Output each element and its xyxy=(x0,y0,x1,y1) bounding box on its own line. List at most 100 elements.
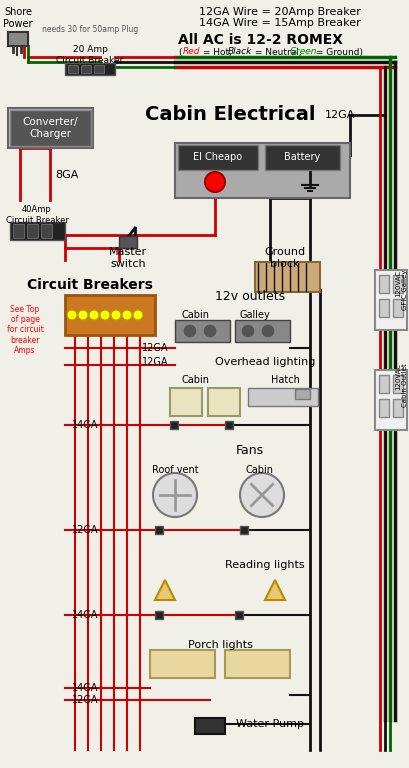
Text: 14GA Wire = 15Amp Breaker: 14GA Wire = 15Amp Breaker xyxy=(199,18,361,28)
FancyBboxPatch shape xyxy=(235,611,243,619)
FancyBboxPatch shape xyxy=(379,399,389,417)
FancyBboxPatch shape xyxy=(393,399,403,417)
FancyBboxPatch shape xyxy=(10,110,91,146)
Circle shape xyxy=(205,172,225,192)
Circle shape xyxy=(240,473,284,517)
FancyBboxPatch shape xyxy=(8,108,93,148)
Text: 8GA: 8GA xyxy=(55,170,79,180)
Text: needs 30 for 50amp Plug: needs 30 for 50amp Plug xyxy=(42,25,138,35)
FancyBboxPatch shape xyxy=(170,421,178,429)
FancyBboxPatch shape xyxy=(170,388,202,416)
Polygon shape xyxy=(265,580,285,600)
Circle shape xyxy=(153,473,197,517)
Circle shape xyxy=(261,324,275,338)
Text: 14GA: 14GA xyxy=(72,420,98,430)
FancyBboxPatch shape xyxy=(10,222,65,240)
Circle shape xyxy=(183,324,197,338)
FancyBboxPatch shape xyxy=(178,145,258,170)
FancyBboxPatch shape xyxy=(393,375,403,393)
Text: 12GA: 12GA xyxy=(72,695,98,705)
Circle shape xyxy=(111,310,121,320)
Text: 12GA Wire = 20Amp Breaker: 12GA Wire = 20Amp Breaker xyxy=(199,7,361,17)
FancyBboxPatch shape xyxy=(65,295,155,335)
Circle shape xyxy=(67,310,77,320)
FancyBboxPatch shape xyxy=(379,299,389,317)
Text: = Hot,: = Hot, xyxy=(200,48,235,57)
Text: Porch lights: Porch lights xyxy=(188,640,252,650)
FancyBboxPatch shape xyxy=(255,262,320,292)
Text: Cabin: Cabin xyxy=(181,375,209,385)
Text: 12GA: 12GA xyxy=(325,110,355,120)
Text: Red: Red xyxy=(183,48,200,57)
FancyBboxPatch shape xyxy=(379,275,389,293)
FancyBboxPatch shape xyxy=(155,611,163,619)
Text: Roof vent: Roof vent xyxy=(152,465,198,475)
Text: Hatch: Hatch xyxy=(271,375,299,385)
FancyBboxPatch shape xyxy=(195,718,225,734)
Text: Ground
block: Ground block xyxy=(265,247,306,269)
Text: = Ground): = Ground) xyxy=(313,48,363,57)
FancyBboxPatch shape xyxy=(375,270,407,330)
FancyBboxPatch shape xyxy=(94,65,104,73)
FancyBboxPatch shape xyxy=(393,299,403,317)
Circle shape xyxy=(78,310,88,320)
FancyBboxPatch shape xyxy=(225,650,290,678)
FancyBboxPatch shape xyxy=(225,421,233,429)
Circle shape xyxy=(122,310,132,320)
Text: 12GA: 12GA xyxy=(72,525,98,535)
Text: 14GA: 14GA xyxy=(72,683,98,693)
FancyBboxPatch shape xyxy=(119,236,137,248)
Text: Fans: Fans xyxy=(236,443,264,456)
Text: Master
switch: Master switch xyxy=(109,247,147,269)
Text: Reading lights: Reading lights xyxy=(225,560,305,570)
Text: Shore
Power: Shore Power xyxy=(3,7,33,28)
Circle shape xyxy=(100,310,110,320)
Text: 120VAC
Cabin Outlet: 120VAC Cabin Outlet xyxy=(395,363,408,407)
Text: 12GA: 12GA xyxy=(142,357,168,367)
FancyBboxPatch shape xyxy=(240,526,248,534)
Text: Water Pump: Water Pump xyxy=(236,719,304,729)
FancyBboxPatch shape xyxy=(248,388,318,406)
Text: 14GA: 14GA xyxy=(72,610,98,620)
Circle shape xyxy=(203,324,217,338)
FancyBboxPatch shape xyxy=(65,63,115,75)
Circle shape xyxy=(241,324,255,338)
Text: Overhead lighting: Overhead lighting xyxy=(215,357,315,367)
FancyBboxPatch shape xyxy=(375,370,407,430)
Text: = Neutral,: = Neutral, xyxy=(252,48,304,57)
Text: Green: Green xyxy=(290,48,317,57)
Text: All AC is 12-2 ROMEX: All AC is 12-2 ROMEX xyxy=(178,33,342,47)
FancyBboxPatch shape xyxy=(295,389,310,399)
Text: Cabin: Cabin xyxy=(246,465,274,475)
Text: Circuit Breakers: Circuit Breakers xyxy=(27,278,153,292)
Text: 12v outlets: 12v outlets xyxy=(215,290,285,303)
FancyBboxPatch shape xyxy=(175,143,350,198)
FancyBboxPatch shape xyxy=(393,275,403,293)
Text: See Top
of page
for circuit
breaker
Amps: See Top of page for circuit breaker Amps xyxy=(7,305,43,356)
Text: Converter/
Charger: Converter/ Charger xyxy=(22,118,78,139)
Text: (: ( xyxy=(178,48,182,57)
Text: Black: Black xyxy=(228,48,252,57)
Text: Battery: Battery xyxy=(284,152,320,162)
Text: Cabin: Cabin xyxy=(181,310,209,320)
Text: 12GA: 12GA xyxy=(142,343,168,353)
FancyBboxPatch shape xyxy=(68,65,78,73)
FancyBboxPatch shape xyxy=(150,650,215,678)
Text: Cabin Electrical: Cabin Electrical xyxy=(145,105,315,124)
FancyBboxPatch shape xyxy=(8,32,28,46)
FancyBboxPatch shape xyxy=(379,375,389,393)
Text: 120VAC
GFIC Galley: 120VAC GFIC Galley xyxy=(395,270,408,310)
FancyBboxPatch shape xyxy=(175,320,230,342)
FancyBboxPatch shape xyxy=(13,224,24,238)
Circle shape xyxy=(89,310,99,320)
FancyBboxPatch shape xyxy=(235,320,290,342)
Circle shape xyxy=(133,310,143,320)
FancyBboxPatch shape xyxy=(155,526,163,534)
Text: 20 Amp
Circuit Breaker: 20 Amp Circuit Breaker xyxy=(56,45,124,65)
FancyBboxPatch shape xyxy=(81,65,91,73)
FancyBboxPatch shape xyxy=(41,224,52,238)
Text: Galley: Galley xyxy=(240,310,270,320)
Text: 40Amp
Circuit Breaker: 40Amp Circuit Breaker xyxy=(6,205,68,225)
Text: El Cheapo: El Cheapo xyxy=(193,152,243,162)
FancyBboxPatch shape xyxy=(27,224,38,238)
